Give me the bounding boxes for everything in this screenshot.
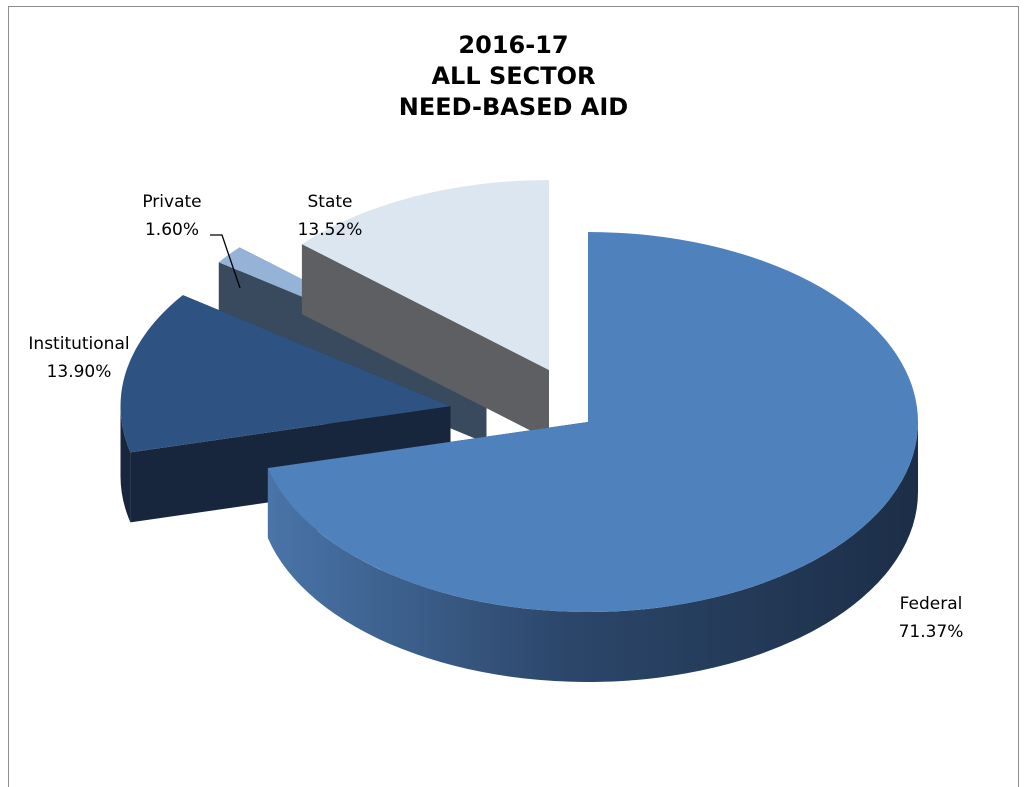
federal-slice-side-0 [267, 422, 918, 682]
chart-title-line-1: 2016-17 [458, 31, 569, 59]
label-federal-name: Federal [900, 594, 963, 614]
label-private-name: Private [142, 192, 201, 212]
chart-title: 2016-17 ALL SECTOR NEED-BASED AID [0, 30, 1027, 123]
label-state-value: 13.52% [298, 220, 363, 240]
label-institutional-name: Institutional [28, 334, 129, 354]
chart-title-line-3: NEED-BASED AID [398, 93, 629, 121]
state-slice-wall-0 [301, 244, 549, 441]
state-slice [301, 180, 549, 371]
federal-slice [267, 232, 918, 612]
label-institutional-value: 13.90% [47, 362, 112, 382]
label-private-value: 1.60% [145, 220, 199, 240]
label-federal-value: 71.37% [899, 622, 964, 642]
institutional-slice [120, 295, 451, 453]
institutional-slice-side-0 [120, 406, 131, 523]
chart-frame [8, 6, 1019, 787]
chart-title-line-2: ALL SECTOR [431, 62, 596, 90]
private-leader-line [210, 234, 241, 289]
label-state-name: State [308, 192, 353, 212]
